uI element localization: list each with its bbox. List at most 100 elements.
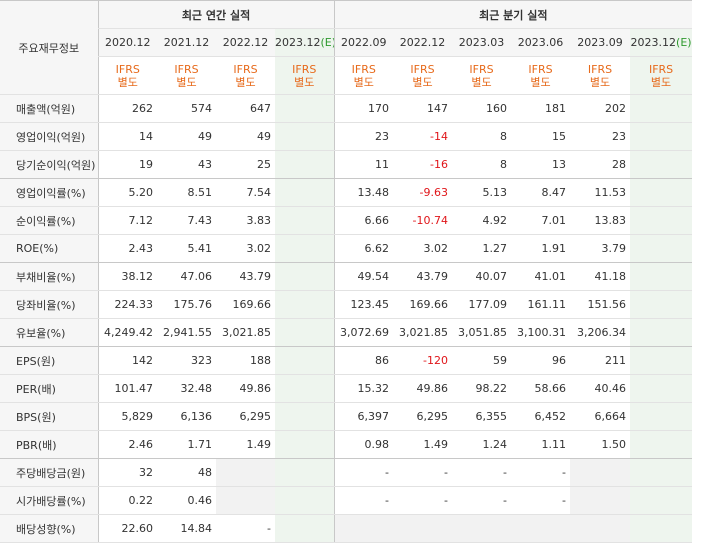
quarterly-value-cell: 3.79 (570, 234, 631, 263)
annual-value-cell: 43 (157, 150, 216, 179)
annual-value-cell: 38.12 (97, 262, 157, 291)
table-row: 영업이익(억원) 14 49 49 23 -14 8 15 23 (0, 122, 693, 151)
table-row: 시가배당률(%) 0.22 0.46- - - - (0, 486, 693, 515)
annual-value-cell: 175.76 (157, 290, 216, 319)
quarterly-ifrs-2: IFRS 별도 (452, 56, 512, 95)
quarterly-ifrs-3: IFRS 별도 (511, 56, 571, 95)
annual-value-cell: 323 (157, 346, 216, 375)
quarterly-value-cell: -120 (393, 346, 453, 375)
ifrs-label: IFRS (174, 62, 199, 76)
period-label: 2022.09 (341, 36, 387, 49)
annual-value-cell: 14.84 (157, 514, 216, 543)
annual-value-cell (275, 430, 335, 459)
annual-value-cell: 47.06 (157, 262, 216, 291)
quarterly-value-cell: 86 (333, 346, 394, 375)
quarterly-ifrs-5: IFRS 별도 (630, 56, 693, 95)
quarterly-value-cell: 3.02 (393, 234, 453, 263)
quarterly-value-cell: 3,021.85 (393, 318, 453, 347)
quarterly-value-cell (630, 458, 693, 487)
quarterly-value-cell (630, 346, 693, 375)
estimate-mark: (E) (320, 36, 335, 49)
quarterly-value-cell (630, 318, 693, 347)
quarterly-value-cell: - (511, 486, 571, 515)
quarterly-value-cell: 3,100.31 (511, 318, 571, 347)
annual-ifrs-2: IFRS 별도 (216, 56, 275, 95)
annual-value-cell: 25 (216, 150, 275, 179)
table-row: PER(배) 101.47 32.48 49.86 15.32 49.86 98.22 58.… (0, 374, 693, 403)
quarterly-value-cell: 6.66 (333, 206, 394, 235)
quarterly-value-cell (630, 290, 693, 319)
ifrs-label: IFRS (351, 62, 376, 76)
quarterly-value-cell: 8 (452, 122, 512, 151)
annual-value-cell: 43.79 (216, 262, 275, 291)
annual-value-cell (275, 374, 335, 403)
annual-value-cell: 4,249.42 (97, 318, 157, 347)
quarterly-value-cell: -10.74 (393, 206, 453, 235)
quarterly-value-cell (393, 514, 453, 543)
row-label: 영업이익률(%) (0, 178, 98, 207)
separate-label: 별도 (353, 75, 374, 89)
annual-value-cell (275, 458, 335, 487)
annual-value-cell: 574 (157, 94, 216, 123)
separate-label: 별도 (117, 75, 138, 89)
quarterly-value-cell: 40.46 (570, 374, 631, 403)
ifrs-label: IFRS (115, 62, 140, 76)
period-label: 2023.06 (517, 36, 564, 49)
ifrs-label: IFRS (292, 62, 317, 76)
quarterly-value-cell (630, 402, 693, 431)
financial-summary-table: 주요재무정보 최근 연간 실적 최근 분기 실적 2020.12 2021.12 2… (0, 0, 693, 543)
table-row: ROE(%) 2.43 5.41 3.02 6.62 3.02 1.27 1.91 3.79 (0, 234, 693, 263)
annual-period-3: 2023.12(E) (275, 28, 335, 57)
quarterly-value-cell: 211 (570, 346, 631, 375)
annual-value-cell: 0.22 (97, 486, 157, 515)
quarterly-value-cell (630, 430, 693, 459)
annual-value-cell: 1.49 (216, 430, 275, 459)
annual-value-cell (216, 458, 275, 487)
quarterly-value-cell: 28 (570, 150, 631, 179)
table-row: 유보율(%) 4,249.42 2,941.55 3,021.85 3,072.69 3,… (0, 318, 693, 347)
quarterly-value-cell: 181 (511, 94, 571, 123)
quarterly-value-cell: 147 (393, 94, 453, 123)
row-label: 배당성향(%) (0, 514, 98, 543)
table-row: 당기순이익(억원) 19 43 25 11 -16 8 13 28 (0, 150, 693, 179)
quarterly-value-cell: 1.11 (511, 430, 571, 459)
quarterly-period-4: 2023.09 (570, 28, 631, 57)
row-label: 매출액(억원) (0, 94, 98, 123)
quarterly-value-cell: -14 (393, 122, 453, 151)
quarterly-value-cell: 6,355 (452, 402, 512, 431)
quarterly-value-cell: 8.47 (511, 178, 571, 207)
separate-label: 별도 (412, 75, 433, 89)
separate-label: 별도 (176, 75, 197, 89)
quarterly-value-cell: 4.92 (452, 206, 512, 235)
period-label: 2023.09 (577, 36, 623, 49)
quarterly-value-cell: 1.50 (570, 430, 631, 459)
row-label: 당기순이익(억원) (0, 150, 98, 179)
quarterly-value-cell: 6,452 (511, 402, 571, 431)
quarterly-value-cell: 43.79 (393, 262, 453, 291)
ifrs-label: IFRS (648, 62, 674, 76)
quarterly-value-cell: 23 (333, 122, 394, 151)
annual-value-cell: 142 (97, 346, 157, 375)
annual-value-cell: 0.46 (157, 486, 216, 515)
row-label: 시가배당률(%) (0, 486, 98, 515)
annual-ifrs-3: IFRS 별도 (275, 56, 335, 95)
quarterly-value-cell: 0.98 (333, 430, 394, 459)
quarterly-period-1: 2022.12 (393, 28, 453, 57)
quarterly-value-cell: 6.62 (333, 234, 394, 263)
quarterly-value-cell: 40.07 (452, 262, 512, 291)
table-row: 부채비율(%) 38.12 47.06 43.79 49.54 43.79 40.07 41.… (0, 262, 693, 291)
annual-value-cell: 2.43 (97, 234, 157, 263)
quarterly-ifrs-0: IFRS 별도 (333, 56, 394, 95)
quarterly-value-cell: -16 (393, 150, 453, 179)
quarterly-value-cell: 6,397 (333, 402, 394, 431)
period-label: 2021.12 (163, 36, 210, 49)
period-label: 2020.12 (105, 36, 151, 49)
annual-value-cell: 14 (97, 122, 157, 151)
quarterly-value-cell: 15.32 (333, 374, 394, 403)
annual-value-cell (275, 514, 335, 543)
annual-value-cell: 19 (97, 150, 157, 179)
annual-value-cell: 1.71 (157, 430, 216, 459)
quarterly-value-cell: - (333, 458, 394, 487)
annual-value-cell (275, 206, 335, 235)
quarterly-value-cell (630, 94, 693, 123)
